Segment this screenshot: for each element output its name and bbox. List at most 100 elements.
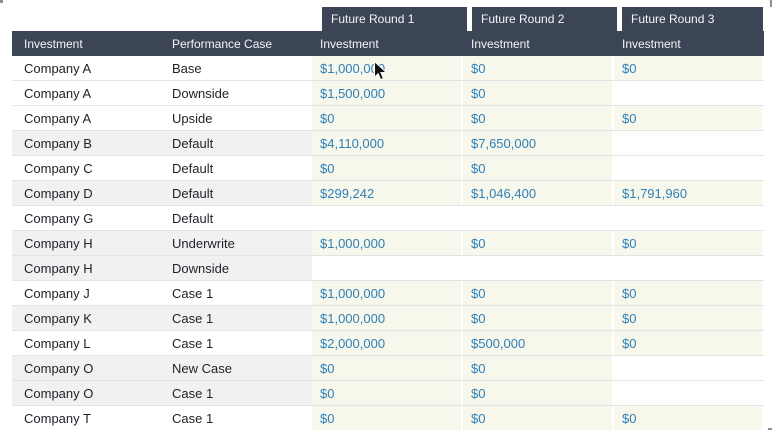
- table-row: Company D Default $299,242 $1,046,400 $1…: [12, 181, 764, 206]
- group-header-future-round-1: Future Round 1: [322, 7, 467, 31]
- round2-investment-cell[interactable]: $0: [463, 406, 614, 430]
- round1-investment-cell[interactable]: $1,000,000: [312, 281, 463, 305]
- company-cell: Company D: [12, 181, 164, 205]
- performance-case-cell: Default: [172, 160, 214, 176]
- performance-case-cell: Upside: [172, 110, 213, 126]
- round2-investment-cell[interactable]: $0: [463, 106, 614, 130]
- round3-investment-cell[interactable]: $0: [614, 231, 764, 255]
- round1-investment-cell[interactable]: $0: [312, 356, 463, 380]
- table-row: Company A Upside $0 $0 $0: [12, 106, 764, 131]
- table-row: Company A Base $1,000,000 $0 $0: [12, 56, 764, 81]
- company-cell: Company J: [24, 285, 90, 301]
- round1-investment-cell[interactable]: $1,000,000: [312, 56, 463, 80]
- round2-investment-cell[interactable]: [463, 256, 614, 280]
- round2-investment-cell[interactable]: $1,046,400: [463, 181, 614, 205]
- company-cell: Company T: [24, 410, 91, 426]
- table-row: Company C Default $0 $0: [12, 156, 764, 181]
- company-cell: Company L: [24, 335, 91, 351]
- table-row: Company K Case 1 $1,000,000 $0 $0: [12, 306, 764, 331]
- table-row: Company J Case 1 $1,000,000 $0 $0: [12, 281, 764, 306]
- company-cell: Company K: [12, 306, 164, 330]
- round2-investment-cell[interactable]: $0: [463, 56, 614, 80]
- company-cell: Company A: [24, 110, 92, 126]
- performance-case-cell: Downside: [164, 256, 312, 280]
- table-row: Company T Case 1 $0 $0 $0: [12, 406, 764, 430]
- round2-investment-cell[interactable]: $7,650,000: [463, 131, 614, 155]
- performance-case-cell: Base: [172, 60, 202, 76]
- table-row: Company H Downside: [12, 256, 764, 281]
- round2-investment-cell[interactable]: [463, 206, 614, 230]
- table-header-row: Investment Performance Case Investment I…: [12, 31, 764, 56]
- round1-investment-cell[interactable]: $4,110,000: [312, 131, 463, 155]
- round3-investment-cell[interactable]: $0: [614, 281, 764, 305]
- performance-case-cell: Case 1: [164, 381, 312, 405]
- round1-investment-cell[interactable]: $0: [312, 406, 463, 430]
- round1-investment-cell[interactable]: $0: [312, 106, 463, 130]
- company-cell: Company B: [12, 131, 164, 155]
- company-cell: Company A: [24, 85, 92, 101]
- column-header-round2-investment: Investment: [471, 36, 530, 51]
- company-cell: Company C: [24, 160, 93, 176]
- round3-investment-cell[interactable]: [614, 356, 764, 380]
- round3-investment-cell[interactable]: $1,791,960: [614, 181, 764, 205]
- round2-investment-cell[interactable]: $0: [463, 81, 614, 105]
- table-row: Company B Default $4,110,000 $7,650,000: [12, 131, 764, 156]
- round3-investment-cell[interactable]: $0: [614, 56, 764, 80]
- performance-case-cell: New Case: [164, 356, 312, 380]
- round3-investment-cell[interactable]: [614, 131, 764, 155]
- round2-investment-cell[interactable]: $0: [463, 381, 614, 405]
- round1-investment-cell[interactable]: $299,242: [312, 181, 463, 205]
- round2-investment-cell[interactable]: $500,000: [463, 331, 614, 355]
- round1-investment-cell[interactable]: $1,500,000: [312, 81, 463, 105]
- round1-investment-cell[interactable]: [312, 256, 463, 280]
- table-body: Company A Base $1,000,000 $0 $0 Company …: [12, 56, 764, 430]
- round3-investment-cell[interactable]: [614, 381, 764, 405]
- group-header-future-round-3: Future Round 3: [622, 7, 763, 31]
- screen-edge-artifact: [0, 0, 3, 3]
- company-cell: Company G: [24, 210, 94, 226]
- round3-investment-cell[interactable]: $0: [614, 406, 764, 430]
- round2-investment-cell[interactable]: $0: [463, 156, 614, 180]
- table-row: Company L Case 1 $2,000,000 $500,000 $0: [12, 331, 764, 356]
- performance-case-cell: Downside: [172, 85, 230, 101]
- round3-investment-cell[interactable]: [614, 256, 764, 280]
- round2-investment-cell[interactable]: $0: [463, 281, 614, 305]
- round2-investment-cell[interactable]: $0: [463, 356, 614, 380]
- round3-investment-cell[interactable]: $0: [614, 306, 764, 330]
- column-header-round1-investment: Investment: [320, 36, 379, 51]
- performance-case-cell: Default: [164, 131, 312, 155]
- round1-investment-cell[interactable]: $2,000,000: [312, 331, 463, 355]
- round1-investment-cell[interactable]: $1,000,000: [312, 306, 463, 330]
- screen-edge-artifact: [768, 428, 772, 430]
- table-row: Company A Downside $1,500,000 $0: [12, 81, 764, 106]
- column-header-investment: Investment: [24, 36, 83, 51]
- company-cell: Company A: [24, 60, 92, 76]
- column-header-round3-investment: Investment: [622, 36, 681, 51]
- round3-investment-cell[interactable]: [614, 206, 764, 230]
- performance-case-cell: Underwrite: [164, 231, 312, 255]
- round3-investment-cell[interactable]: $0: [614, 106, 764, 130]
- round2-investment-cell[interactable]: $0: [463, 231, 614, 255]
- round1-investment-cell[interactable]: [312, 206, 463, 230]
- performance-case-cell: Default: [164, 181, 312, 205]
- round2-investment-cell[interactable]: $0: [463, 306, 614, 330]
- table-row: Company O New Case $0 $0: [12, 356, 764, 381]
- performance-case-cell: Case 1: [172, 335, 214, 351]
- column-header-performance-case: Performance Case: [172, 36, 273, 51]
- round1-investment-cell[interactable]: $0: [312, 381, 463, 405]
- performance-case-cell: Default: [172, 210, 214, 226]
- performance-case-cell: Case 1: [164, 306, 312, 330]
- performance-case-cell: Case 1: [172, 410, 214, 426]
- round3-investment-cell[interactable]: $0: [614, 331, 764, 355]
- screen-edge-artifact: [770, 0, 772, 7]
- company-cell: Company O: [12, 356, 164, 380]
- table-row: Company G Default: [12, 206, 764, 231]
- table-row: Company O Case 1 $0 $0: [12, 381, 764, 406]
- company-cell: Company H: [12, 256, 164, 280]
- group-header-future-round-2: Future Round 2: [472, 7, 617, 31]
- round1-investment-cell[interactable]: $0: [312, 156, 463, 180]
- round3-investment-cell[interactable]: [614, 81, 764, 105]
- round1-investment-cell[interactable]: $1,000,000: [312, 231, 463, 255]
- performance-case-cell: Case 1: [172, 285, 214, 301]
- round3-investment-cell[interactable]: [614, 156, 764, 180]
